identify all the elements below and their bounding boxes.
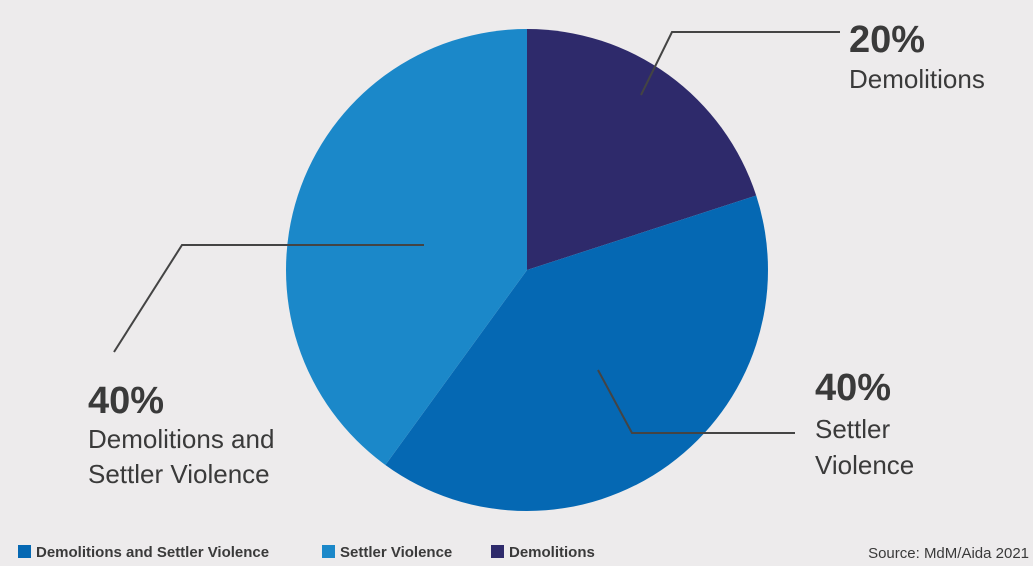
pie-slices: [286, 29, 768, 511]
callouts: 20%Demolitions40%SettlerViolence40%Demol…: [88, 19, 985, 489]
legend-label-demolitions-and-settler-violence: Demolitions and Settler Violence: [36, 544, 269, 561]
data-label-text-demolitions-and-settler-violence-line-2: Settler Violence: [88, 459, 270, 489]
legend-swatch-demolitions-and-settler-violence: [18, 545, 31, 558]
data-label-percent-demolitions-and-settler-violence: 40%: [88, 380, 164, 422]
data-label-percent-settler-violence: 40%: [815, 367, 891, 409]
leader-lines: [113, 31, 840, 434]
legend-label-demolitions: Demolitions: [509, 544, 595, 561]
legend-label-settler-violence: Settler Violence: [340, 544, 452, 561]
legend-swatch-settler-violence: [322, 545, 335, 558]
data-label-text-settler-violence-line-2: Violence: [815, 450, 914, 480]
pie-slice-demolitions: [527, 29, 757, 270]
data-label-percent-demolitions: 20%: [849, 19, 925, 61]
leader-line-demolitions-and-settler-violence: [113, 244, 424, 353]
data-label-text-demolitions-line-1: Demolitions: [849, 64, 985, 94]
legend-swatch-demolitions: [491, 545, 504, 558]
leader-line-demolitions: [640, 31, 840, 96]
source-note: Source: MdM/Aida 2021: [868, 545, 1029, 562]
leader-line-settler-violence: [597, 369, 795, 434]
legend: Demolitions and Settler Violence Settler…: [18, 544, 595, 561]
data-label-text-settler-violence-line-1: Settler: [815, 414, 890, 444]
pie-slice-demolitions-and-settler-violence: [286, 29, 527, 465]
data-label-text-demolitions-and-settler-violence-line-1: Demolitions and: [88, 424, 274, 454]
